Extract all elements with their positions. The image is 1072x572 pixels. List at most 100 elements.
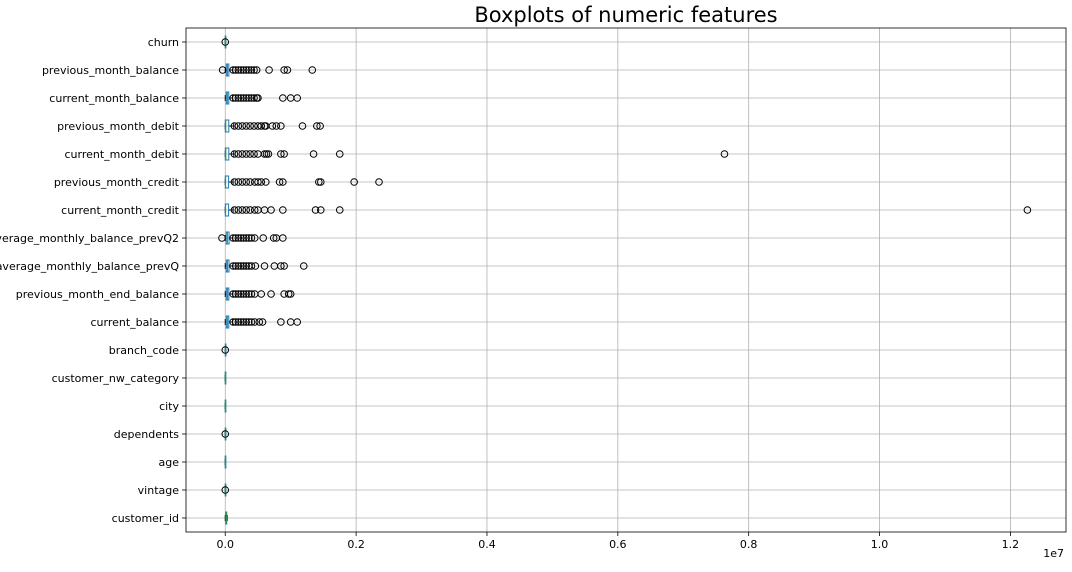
outlier-point [277, 150, 285, 158]
outlier-point [375, 178, 383, 186]
outlier-point [267, 206, 275, 214]
outlier-point [230, 206, 239, 214]
outlier-point [267, 290, 275, 298]
outlier-point [238, 122, 247, 130]
outlier-point [1023, 206, 1032, 214]
outlier-point [277, 318, 285, 326]
plot-frame [185, 27, 1067, 533]
y-tick-label: current_month_balance [49, 92, 179, 105]
box-iqr [224, 147, 230, 161]
outlier-point [221, 430, 230, 438]
outlier-point [229, 262, 237, 270]
outlier-point [234, 262, 243, 270]
outlier-point [262, 178, 270, 186]
outlier-point [242, 94, 250, 102]
outlier-point [264, 150, 273, 158]
y-tick-label: branch_code [109, 344, 179, 357]
outlier-point [247, 262, 256, 270]
outlier-point [218, 234, 226, 242]
y-tick-label: churn [148, 36, 179, 49]
outlier-point [265, 66, 273, 74]
outlier-point [280, 150, 288, 158]
x-scale-label: 1e7 [1043, 547, 1064, 560]
outlier-point [237, 234, 245, 242]
x-tick-label: 0.4 [478, 538, 496, 551]
y-tick-label: city [159, 400, 179, 413]
outlier-point [231, 66, 240, 74]
outlier-point [245, 290, 253, 298]
y-tick-label: current_balance [91, 316, 180, 329]
outlier-point [237, 290, 245, 298]
outlier-point [298, 122, 307, 130]
outlier-point [231, 234, 240, 242]
outlier-point [279, 178, 287, 186]
outlier-point [242, 178, 250, 186]
y-tick-label: previous_month_balance [42, 64, 179, 77]
outlier-point [350, 178, 358, 186]
outlier-point [246, 206, 254, 214]
outlier-point [229, 318, 237, 326]
outlier-point [234, 318, 243, 326]
outlier-point [242, 206, 250, 214]
outlier-point [242, 318, 250, 326]
outlier-point [239, 318, 248, 326]
outlier-point [257, 122, 266, 130]
outlier-point [259, 234, 268, 242]
outlier-point [247, 66, 256, 74]
feature-boxplot [224, 203, 1032, 217]
outlier-point [234, 178, 243, 186]
outlier-point [260, 262, 269, 270]
outlier-point [335, 150, 344, 158]
outlier-point [245, 94, 253, 102]
outlier-point [284, 290, 293, 298]
feature-boxplot [224, 287, 295, 301]
outlier-point [229, 290, 237, 298]
outlier-point [245, 66, 253, 74]
outlier-point [299, 262, 308, 270]
outlier-point [283, 66, 292, 74]
outlier-point [316, 206, 325, 214]
outlier-point [230, 122, 239, 130]
outlier-point [231, 318, 240, 326]
outlier-point [280, 262, 288, 270]
y-tick-label: average_monthly_balance_prevQ [0, 260, 179, 273]
outlier-point [246, 122, 254, 130]
outlier-point [234, 206, 243, 214]
feature-boxplot [224, 259, 308, 273]
outlier-point [231, 262, 240, 270]
outlier-point [229, 234, 237, 242]
outlier-point [239, 66, 248, 74]
x-tick-label: 0.8 [740, 538, 758, 551]
x-tick-label: 1.0 [871, 538, 889, 551]
outlier-point [238, 206, 247, 214]
feature-boxplot [218, 63, 317, 77]
outlier-point [252, 66, 261, 74]
outlier-point [234, 66, 243, 74]
feature-boxplot [218, 231, 287, 245]
x-tick-label: 0.0 [217, 538, 235, 551]
feature-boxplot [224, 399, 227, 413]
outlier-point [246, 178, 254, 186]
outlier-point [221, 38, 230, 46]
outlier-point [250, 318, 259, 326]
outlier-point [277, 262, 285, 270]
outlier-point [720, 150, 729, 158]
outlier-point [316, 122, 324, 130]
grid-layer [186, 28, 1066, 532]
outlier-point [275, 178, 284, 186]
outlier-point [237, 66, 245, 74]
outlier-point [293, 318, 302, 326]
outlier-point [231, 94, 240, 102]
y-tick-layer: churn previous_month_balance current_month… [0, 36, 186, 525]
outlier-point [237, 94, 245, 102]
outlier-point [230, 178, 239, 186]
outlier-point [242, 122, 250, 130]
outlier-point [245, 318, 253, 326]
outlier-point [316, 178, 325, 186]
outlier-point [239, 234, 248, 242]
outlier-point [247, 318, 256, 326]
outlier-point [286, 290, 295, 298]
